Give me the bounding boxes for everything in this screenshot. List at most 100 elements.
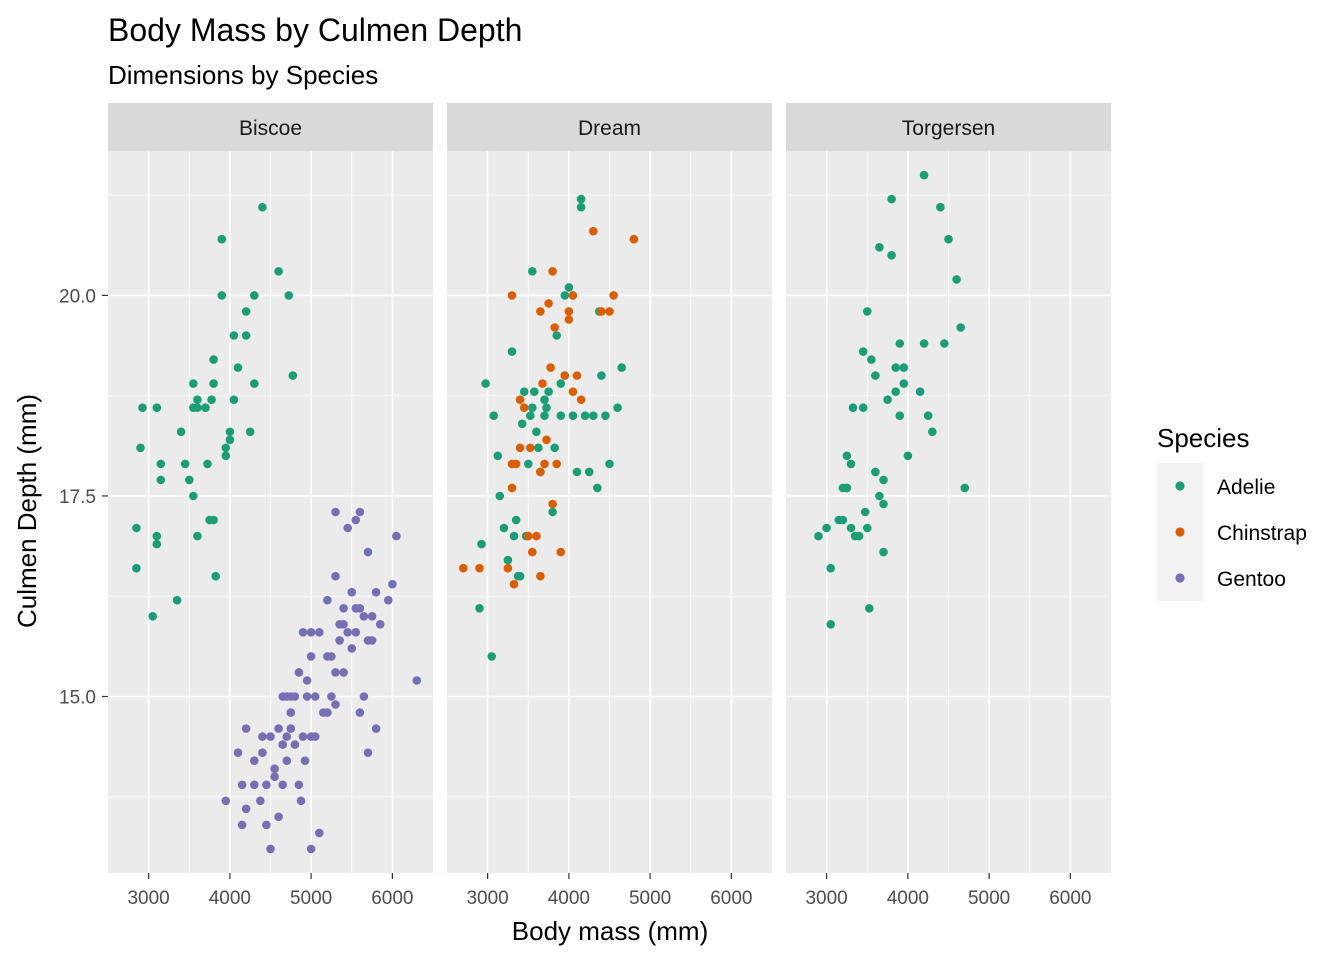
point-adelie-torgersen bbox=[891, 387, 900, 397]
point-adelie-dream bbox=[576, 194, 586, 204]
panel-biscoe: Biscoe 3000 4000 5000 6000 15.0 17.5 20.0 bbox=[59, 103, 433, 909]
legend-label-gentoo: Gentoo bbox=[1217, 568, 1286, 591]
point-gentoo-biscoe bbox=[335, 636, 344, 645]
point-gentoo-biscoe bbox=[359, 612, 369, 621]
point-adelie-torgersen bbox=[895, 411, 905, 421]
point-adelie-biscoe bbox=[241, 307, 251, 316]
point-adelie-dream bbox=[532, 427, 541, 437]
point-adelie-torgersen bbox=[826, 563, 835, 573]
point-gentoo-biscoe bbox=[363, 547, 373, 557]
point-gentoo-biscoe bbox=[255, 796, 265, 806]
point-adelie-torgersen bbox=[883, 395, 892, 405]
point-chinstrap-dream bbox=[503, 563, 513, 573]
point-adelie-torgersen bbox=[956, 323, 965, 332]
point-adelie-biscoe bbox=[138, 403, 147, 413]
strip-label-biscoe: Biscoe bbox=[239, 117, 302, 140]
point-adelie-torgersen bbox=[879, 475, 888, 485]
point-adelie-dream bbox=[528, 403, 537, 413]
point-adelie-torgersen bbox=[952, 275, 961, 284]
point-chinstrap-dream bbox=[548, 499, 557, 509]
point-gentoo-biscoe bbox=[294, 668, 304, 677]
point-adelie-dream bbox=[511, 515, 521, 525]
point-adelie-biscoe bbox=[229, 331, 239, 340]
point-adelie-biscoe bbox=[156, 459, 166, 469]
point-adelie-biscoe bbox=[241, 331, 251, 340]
point-adelie-dream bbox=[556, 379, 566, 388]
point-chinstrap-dream bbox=[609, 291, 618, 300]
point-adelie-dream bbox=[507, 347, 517, 356]
point-gentoo-biscoe bbox=[367, 636, 377, 645]
x-tick-label: 6000 bbox=[1049, 888, 1091, 909]
point-gentoo-biscoe bbox=[306, 844, 316, 854]
point-gentoo-biscoe bbox=[339, 668, 348, 677]
point-gentoo-biscoe bbox=[315, 628, 324, 637]
point-chinstrap-dream bbox=[511, 459, 521, 469]
point-gentoo-biscoe bbox=[237, 780, 247, 790]
legend-label-chinstrap: Chinstrap bbox=[1217, 522, 1307, 545]
point-adelie-dream bbox=[572, 467, 582, 477]
point-adelie-dream bbox=[548, 507, 557, 517]
point-adelie-torgersen bbox=[814, 531, 823, 541]
point-adelie-torgersen bbox=[846, 459, 856, 469]
point-chinstrap-dream bbox=[536, 307, 545, 316]
point-chinstrap-dream bbox=[560, 371, 570, 380]
point-adelie-dream bbox=[526, 411, 535, 421]
point-adelie-biscoe bbox=[207, 395, 216, 405]
point-chinstrap-dream bbox=[572, 371, 582, 380]
x-tick-label: 3000 bbox=[127, 888, 169, 909]
point-adelie-torgersen bbox=[891, 363, 900, 372]
chart-subtitle: Dimensions by Species bbox=[108, 60, 378, 90]
point-gentoo-biscoe bbox=[306, 628, 316, 637]
point-adelie-dream bbox=[481, 379, 490, 388]
point-adelie-dream bbox=[593, 483, 602, 493]
point-adelie-dream bbox=[515, 571, 525, 581]
point-adelie-biscoe bbox=[132, 523, 141, 533]
point-chinstrap-dream bbox=[568, 387, 578, 397]
panel-dream: Dream 3000 4000 5000 6000 bbox=[447, 103, 772, 909]
point-gentoo-biscoe bbox=[258, 732, 267, 741]
strip-label-torgersen: Torgersen bbox=[902, 117, 995, 140]
point-gentoo-biscoe bbox=[331, 668, 340, 677]
point-adelie-dream bbox=[509, 531, 519, 541]
y-tick-label: 15.0 bbox=[59, 688, 96, 709]
point-adelie-biscoe bbox=[176, 427, 186, 437]
point-adelie-biscoe bbox=[201, 403, 210, 413]
point-adelie-biscoe bbox=[217, 291, 227, 300]
strip-biscoe bbox=[108, 103, 433, 151]
point-gentoo-biscoe bbox=[233, 748, 243, 757]
point-gentoo-biscoe bbox=[278, 740, 288, 749]
point-gentoo-biscoe bbox=[262, 820, 271, 830]
point-adelie-dream bbox=[550, 443, 559, 453]
x-axis-title: Body mass (mm) bbox=[512, 916, 708, 946]
point-adelie-torgersen bbox=[826, 620, 835, 629]
point-adelie-dream bbox=[597, 371, 606, 380]
point-adelie-torgersen bbox=[871, 371, 880, 380]
point-adelie-biscoe bbox=[136, 443, 145, 453]
point-adelie-dream bbox=[576, 202, 586, 212]
point-adelie-dream bbox=[584, 467, 594, 477]
point-adelie-torgersen bbox=[895, 339, 905, 348]
point-gentoo-biscoe bbox=[300, 756, 310, 765]
point-adelie-torgersen bbox=[899, 363, 909, 372]
point-gentoo-biscoe bbox=[331, 507, 340, 517]
point-gentoo-biscoe bbox=[278, 780, 288, 790]
point-chinstrap-dream bbox=[459, 563, 468, 573]
point-adelie-dream bbox=[556, 411, 566, 421]
legend-title: Species bbox=[1157, 423, 1250, 453]
point-gentoo-biscoe bbox=[371, 724, 381, 733]
point-adelie-torgersen bbox=[919, 170, 929, 180]
point-chinstrap-dream bbox=[564, 315, 574, 324]
x-tick-label: 5000 bbox=[290, 888, 332, 909]
point-adelie-biscoe bbox=[209, 515, 218, 525]
point-adelie-torgersen bbox=[923, 411, 933, 421]
point-gentoo-biscoe bbox=[250, 756, 259, 765]
point-adelie-biscoe bbox=[225, 427, 235, 437]
point-adelie-torgersen bbox=[846, 523, 856, 533]
point-chinstrap-dream bbox=[576, 395, 586, 405]
point-adelie-biscoe bbox=[156, 475, 166, 485]
point-chinstrap-dream bbox=[538, 379, 547, 388]
point-adelie-torgersen bbox=[875, 491, 884, 501]
point-gentoo-biscoe bbox=[351, 628, 361, 637]
point-adelie-dream bbox=[580, 411, 590, 421]
point-adelie-dream bbox=[487, 652, 497, 661]
